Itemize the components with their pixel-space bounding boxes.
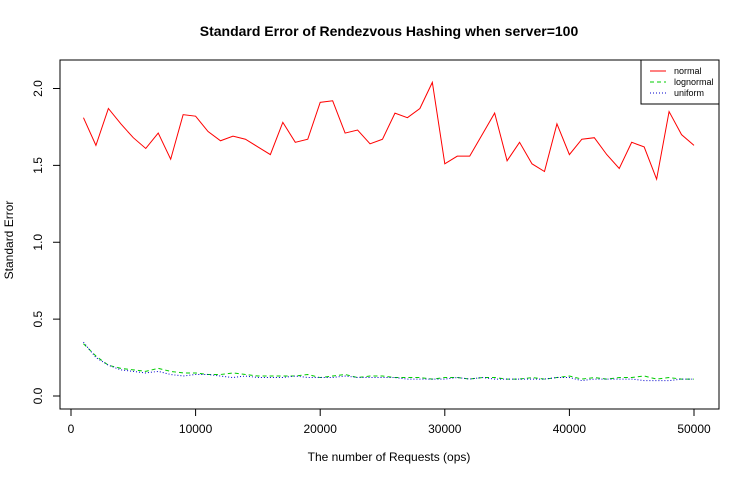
chart-title: Standard Error of Rendezvous Hashing whe… [200,23,579,39]
series-line-lognormal [83,343,694,380]
x-tick-label: 10000 [179,422,213,436]
series-line-normal [83,80,695,182]
x-tick-label: 20000 [304,422,338,436]
x-tick-label: 0 [68,422,75,436]
y-tick-label: 0.0 [31,387,45,404]
legend-label-lognormal: lognormal [674,77,714,87]
y-tick-label: 2.0 [31,80,45,97]
legend-label-normal: normal [674,66,702,76]
legend-label-uniform: uniform [674,88,704,98]
series-line-uniform [83,341,694,382]
x-axis-label: The number of Requests (ops) [308,450,471,464]
series-layer [83,80,695,382]
x-tick-label: 30000 [428,422,462,436]
y-axis-label: Standard Error [2,201,16,280]
y-tick-label: 1.5 [31,157,45,174]
y-axis: 0.0 0.5 1.0 1.5 2.0 [31,80,61,404]
x-axis: 0 10000 20000 30000 40000 50000 [68,408,711,436]
x-tick-label: 40000 [553,422,587,436]
plot-frame [59,59,720,410]
x-tick-label: 50000 [677,422,711,436]
y-tick-label: 0.5 [31,310,45,327]
y-tick-label: 1.0 [31,234,45,251]
